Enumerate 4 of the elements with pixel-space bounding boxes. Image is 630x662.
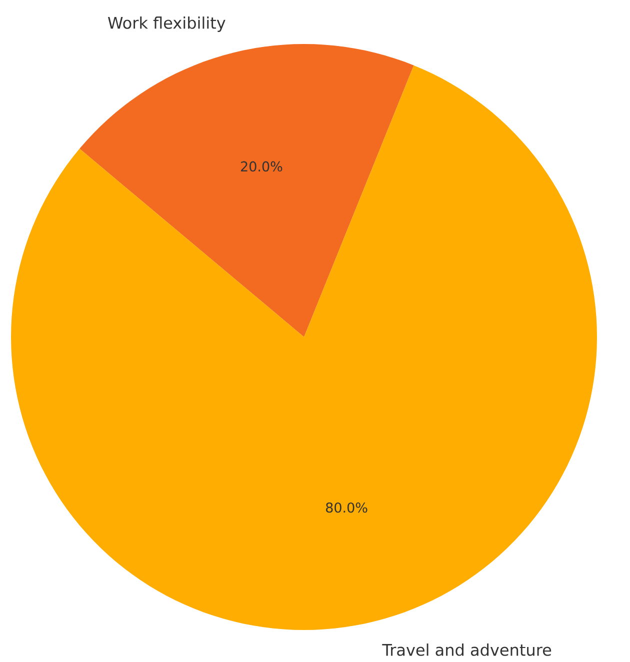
data-label: 20.0% [241, 161, 282, 172]
slice-label: Travel and adventure [382, 644, 552, 656]
slice-label: Work flexibility [108, 16, 226, 32]
data-label: 80.0% [326, 502, 368, 513]
